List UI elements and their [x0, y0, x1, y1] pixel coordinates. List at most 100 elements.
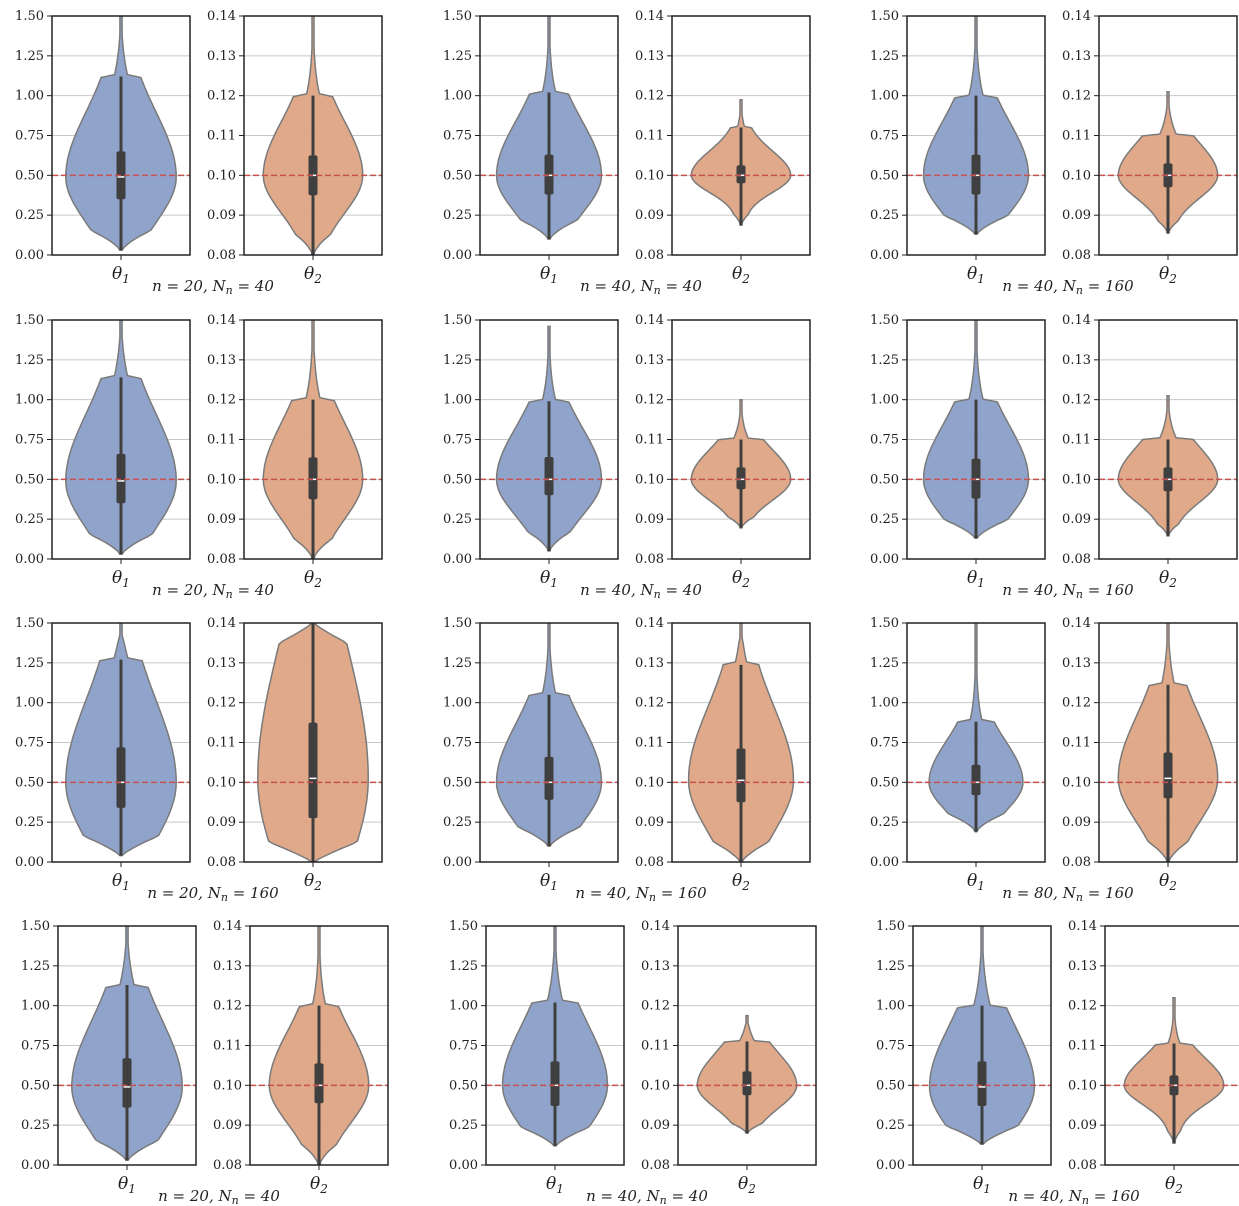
y-tick-label: 0.10	[207, 168, 236, 183]
y-tick-label: 0.12	[641, 999, 670, 1014]
x-tick-label: θ2	[738, 1174, 756, 1196]
y-tick-label: 0.09	[207, 512, 236, 527]
theta1-axes: 0.00 0.25 0.50 0.75 1.00 1.25 1.50 θ1	[15, 9, 191, 286]
y-tick-label: 0.10	[213, 1078, 242, 1093]
iqr-box	[314, 1063, 324, 1104]
violin-plot-area	[907, 623, 1045, 833]
y-tick-label: 0.25	[870, 512, 899, 527]
y-tick-label: 0.14	[1062, 313, 1091, 328]
y-tick-label: 0.09	[213, 1118, 242, 1133]
panel-caption: n = 40, Nn = 160	[1008, 1187, 1140, 1206]
iqr-box	[1163, 752, 1173, 799]
theta2-axes: 0.08 0.09 0.10 0.11 0.12 0.13 0.14 θ2	[207, 9, 383, 286]
x-tick-label: θ1	[967, 871, 985, 893]
x-tick-label: θ1	[112, 568, 130, 590]
theta2-axes: 0.08 0.09 0.10 0.11 0.12 0.13 0.14 θ2	[635, 616, 811, 893]
iqr-box	[550, 1061, 560, 1107]
y-tick-label: 1.00	[876, 999, 905, 1014]
y-tick-label: 0.13	[1062, 656, 1091, 671]
y-tick-label: 0.14	[1062, 9, 1091, 24]
violin-plot-area	[672, 398, 810, 529]
iqr-box	[736, 748, 746, 803]
y-tick-label: 1.25	[443, 353, 472, 368]
theta2-axes: 0.08 0.09 0.10 0.11 0.12 0.13 0.14 θ2	[641, 919, 817, 1196]
y-tick-label: 0.11	[1062, 433, 1091, 448]
x-tick-label: θ2	[1159, 871, 1177, 893]
y-tick-label: 1.25	[876, 959, 905, 974]
y-tick-label: 0.75	[15, 433, 44, 448]
y-tick-label: 0.13	[1062, 353, 1091, 368]
y-tick-label: 0.75	[876, 1039, 905, 1054]
y-tick-label: 0.25	[443, 815, 472, 830]
x-tick-label: θ2	[732, 568, 750, 590]
theta2-axes: 0.08 0.09 0.10 0.11 0.12 0.13 0.14 θ2	[207, 313, 383, 590]
y-tick-label: 1.00	[443, 89, 472, 104]
y-tick-label: 0.50	[15, 472, 44, 487]
y-tick-label: 0.75	[443, 736, 472, 751]
x-tick-label: θ1	[973, 1174, 991, 1196]
y-tick-label: 0.12	[207, 393, 236, 408]
y-tick-label: 0.50	[870, 472, 899, 487]
y-tick-label: 1.50	[449, 919, 478, 934]
violin-plot-area	[244, 320, 382, 559]
y-tick-label: 0.75	[443, 129, 472, 144]
y-tick-label: 0.12	[207, 89, 236, 104]
iqr-box	[544, 154, 554, 195]
y-tick-label: 0.25	[870, 208, 899, 223]
y-tick-label: 0.25	[15, 815, 44, 830]
theta2-axes: 0.08 0.09 0.10 0.11 0.12 0.13 0.14 θ2	[1062, 9, 1238, 286]
violin-plot-area	[672, 98, 810, 226]
y-tick-label: 0.13	[641, 959, 670, 974]
y-tick-label: 0.09	[1062, 208, 1091, 223]
theta1-axes: 0.00 0.25 0.50 0.75 1.00 1.25 1.50 θ1	[870, 9, 1046, 286]
y-tick-label: 0.75	[870, 129, 899, 144]
theta2-axes: 0.08 0.09 0.10 0.11 0.12 0.13 0.14 θ2	[635, 313, 811, 590]
y-tick-label: 0.00	[870, 248, 899, 263]
y-tick-label: 0.13	[1068, 959, 1097, 974]
y-tick-label: 0.10	[207, 775, 236, 790]
y-tick-label: 0.08	[1062, 552, 1091, 567]
y-tick-label: 0.75	[870, 433, 899, 448]
violin-plot-area	[1099, 623, 1237, 862]
y-tick-label: 1.50	[15, 616, 44, 631]
x-tick-label: θ1	[112, 264, 130, 286]
x-tick-label: θ2	[1165, 1174, 1183, 1196]
y-tick-label: 1.25	[870, 656, 899, 671]
theta1-axes: 0.00 0.25 0.50 0.75 1.00 1.25 1.50 θ1	[21, 919, 197, 1196]
y-tick-label: 0.13	[1062, 49, 1091, 64]
y-tick-label: 1.25	[443, 656, 472, 671]
y-tick-label: 1.25	[15, 353, 44, 368]
y-tick-label: 1.00	[870, 89, 899, 104]
iqr-box	[544, 457, 554, 496]
y-tick-label: 1.50	[443, 616, 472, 631]
iqr-box	[736, 165, 746, 184]
y-tick-label: 0.50	[870, 775, 899, 790]
y-tick-label: 0.11	[635, 129, 664, 144]
iqr-box	[544, 756, 554, 800]
panel-caption: n = 40, Nn = 160	[1002, 277, 1134, 297]
y-tick-label: 0.14	[635, 616, 664, 631]
y-tick-label: 0.08	[635, 855, 664, 870]
y-tick-label: 1.25	[870, 353, 899, 368]
y-tick-label: 0.11	[1068, 1039, 1097, 1054]
y-tick-label: 1.00	[870, 393, 899, 408]
x-tick-label: θ2	[1159, 264, 1177, 286]
x-tick-label: θ2	[310, 1174, 328, 1196]
y-tick-label: 0.08	[207, 552, 236, 567]
y-tick-label: 0.75	[15, 129, 44, 144]
y-tick-label: 0.10	[1068, 1078, 1097, 1093]
y-tick-label: 0.14	[207, 616, 236, 631]
x-tick-label: θ2	[304, 871, 322, 893]
y-tick-label: 0.50	[870, 168, 899, 183]
y-tick-label: 0.08	[1062, 248, 1091, 263]
x-tick-label: θ2	[304, 264, 322, 286]
y-tick-label: 1.25	[21, 959, 50, 974]
y-tick-label: 0.11	[635, 433, 664, 448]
y-tick-label: 0.00	[870, 552, 899, 567]
y-tick-label: 0.25	[15, 208, 44, 223]
y-tick-label: 0.09	[635, 512, 664, 527]
y-tick-label: 0.11	[207, 433, 236, 448]
theta2-axes: 0.08 0.09 0.10 0.11 0.12 0.13 0.14 θ2	[635, 9, 811, 286]
violin-plot-area	[58, 926, 196, 1161]
